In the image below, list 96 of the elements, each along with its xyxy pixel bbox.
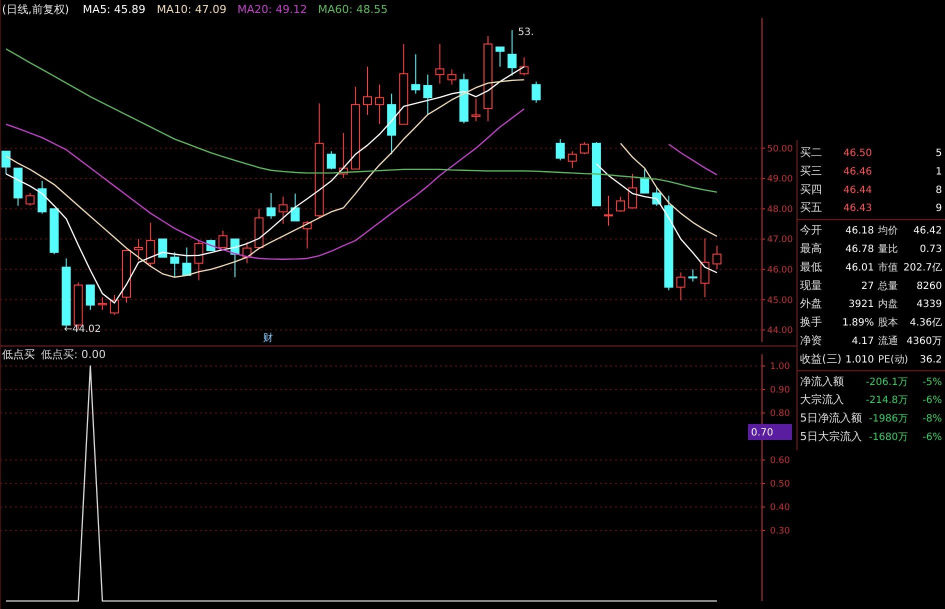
text: 1 <box>936 166 942 178</box>
text: 4360万 <box>906 336 942 347</box>
annotation: 53. <box>518 27 534 38</box>
text: 9 <box>936 203 942 214</box>
text: 8260 <box>916 280 942 292</box>
category-label: 净流入额 <box>800 374 844 388</box>
y-tick-label: 0.30 <box>770 526 790 537</box>
candlestick <box>604 195 613 226</box>
candlestick <box>375 84 384 124</box>
text: MA60: 48.55 <box>318 3 388 16</box>
category-label: 净资 <box>800 334 822 347</box>
chart-title: 低点买 <box>2 348 35 361</box>
candlestick <box>435 44 444 84</box>
text: -5% <box>922 376 942 388</box>
text: 46.42 <box>913 226 942 237</box>
text: 202.7亿 <box>903 262 942 274</box>
text: 1.89% <box>842 318 874 329</box>
category-label: 现量 <box>800 278 822 292</box>
y-tick-label: 0.40 <box>770 503 790 514</box>
y-tick-label: 49.00 <box>767 174 794 185</box>
y-tick-label: 1.00 <box>770 362 790 372</box>
text: 46.50 <box>843 148 872 159</box>
candlestick <box>363 66 372 116</box>
text: 总量 <box>878 280 898 292</box>
text: 4339 <box>916 299 942 310</box>
text: MA20: 49.12 <box>237 3 308 16</box>
category-label: 最低 <box>800 260 822 274</box>
text: 股本 <box>878 318 898 329</box>
text: -206.1万 <box>866 376 908 388</box>
text: 46.46 <box>843 166 872 178</box>
text: -6% <box>922 432 942 443</box>
category-label: 最高 <box>800 242 822 255</box>
candlestick <box>134 238 144 261</box>
category-label: 买四 <box>800 182 822 196</box>
text: 0.73 <box>920 244 942 255</box>
y-tick-label: 48.00 <box>767 204 794 215</box>
y-tick-label: 0.80 <box>770 409 790 420</box>
y-tick-label: 47.00 <box>767 235 794 246</box>
category-label: 买三 <box>800 164 822 178</box>
text: 46.01 <box>845 262 874 274</box>
candlestick <box>278 196 288 224</box>
category-label: 换手 <box>800 316 822 329</box>
y-tick-label: 50.00 <box>767 144 794 154</box>
text: 4.36亿 <box>910 318 942 329</box>
text: 46.44 <box>843 184 872 196</box>
candlestick <box>700 238 710 298</box>
candlestick <box>471 98 480 122</box>
candlestick <box>266 192 276 220</box>
text: -214.8万 <box>866 395 908 406</box>
line-series <box>5 48 718 193</box>
candlestick <box>387 93 396 155</box>
y-tick-label: 44.00 <box>767 326 794 336</box>
text: 市值 <box>878 262 898 274</box>
text: MA5: 45.89 <box>82 3 146 16</box>
text: -1680万 <box>868 432 908 443</box>
candlestick <box>556 138 565 161</box>
chart-title: (日线,前复权) <box>2 3 70 16</box>
text: 46.43 <box>843 203 872 214</box>
text: 0.70 <box>751 428 774 438</box>
text: 内盘 <box>878 299 898 310</box>
category-label: 5日大宗流入 <box>800 430 862 443</box>
category-label: 收益(三) <box>800 352 842 366</box>
text: -1986万 <box>868 414 908 425</box>
text: 1.010 <box>845 354 874 366</box>
annotation: 财 <box>263 332 273 344</box>
text: 4.17 <box>852 336 874 347</box>
text: 8 <box>936 184 942 196</box>
category-label: 今开 <box>800 224 822 237</box>
category-label: 外盘 <box>800 297 822 310</box>
text: 46.18 <box>845 226 874 237</box>
text: 36.2 <box>920 354 942 366</box>
text: 流通 <box>878 336 898 347</box>
text: 5 <box>936 148 942 159</box>
text: -6% <box>922 395 942 406</box>
text: 3921 <box>848 299 874 310</box>
candlestick <box>484 36 492 122</box>
category-label: 5日净流入额 <box>800 412 862 425</box>
y-tick-label: 0.60 <box>770 456 790 466</box>
category-label: 买二 <box>800 146 822 159</box>
category-label: 大宗流入 <box>800 393 844 406</box>
candlestick <box>423 74 432 116</box>
y-tick-label: 0.90 <box>770 386 790 396</box>
annotation: ←44.02 <box>64 324 102 335</box>
y-tick-label: 46.00 <box>767 265 794 276</box>
text: 均价 <box>878 226 898 237</box>
y-tick-label: 0.50 <box>770 480 790 490</box>
y-tick-label: 45.00 <box>767 296 794 306</box>
text: 量比 <box>878 244 898 255</box>
text: MA10: 47.09 <box>156 3 227 16</box>
text: 46.78 <box>845 244 874 255</box>
text: 27 <box>861 280 874 292</box>
text: -8% <box>922 414 942 425</box>
series-label: 低点买: 0.00 <box>41 348 106 361</box>
text: PE(动) <box>878 354 908 366</box>
category-label: 买五 <box>800 201 822 214</box>
candlestick <box>568 150 577 169</box>
